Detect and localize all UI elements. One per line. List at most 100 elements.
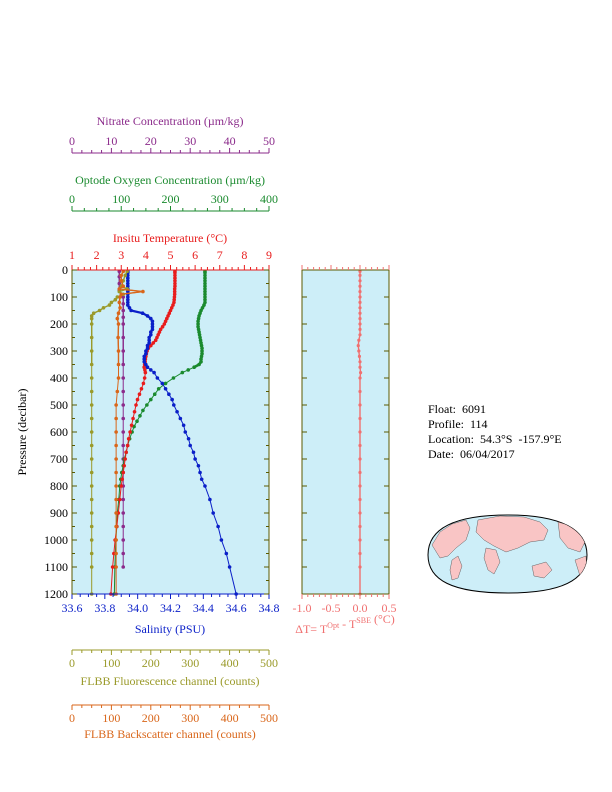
temperature-point: [160, 324, 165, 329]
oxygen-tick-label: 400: [260, 192, 278, 206]
salinity-point: [126, 295, 130, 299]
oxygen-point: [199, 343, 204, 348]
backscatter-point: [114, 403, 118, 407]
salinity-point: [144, 351, 148, 356]
oxygen-tick-label: 0: [69, 192, 75, 206]
salinity-point: [126, 273, 130, 278]
main-panel-background: [72, 270, 269, 594]
backscatter-point: [114, 443, 118, 448]
temperature-point: [173, 270, 177, 275]
salinity-point: [126, 289, 130, 294]
delta-t-point: [358, 376, 362, 380]
fluorescence-tick-label: 300: [181, 656, 199, 670]
salinity-point: [216, 524, 220, 529]
oxygen-point: [196, 316, 201, 321]
backscatter-point: [114, 511, 118, 515]
temperature-point: [171, 303, 175, 307]
float-id: Float: 6091: [428, 402, 487, 416]
salinity-axis-title: Salinity (PSU): [135, 622, 205, 636]
backscatter-point: [114, 470, 118, 475]
salinity-tick-label: 34.6: [226, 601, 247, 615]
salinity-point: [199, 477, 204, 482]
temperature-point: [155, 335, 159, 340]
nitrate-point: [121, 349, 126, 353]
oxygen-point: [199, 341, 203, 345]
nitrate-point: [121, 497, 126, 502]
nitrate-point: [121, 565, 126, 569]
temperature-point: [128, 430, 132, 434]
backscatter-point: [116, 376, 121, 380]
temperature-point: [142, 376, 147, 380]
oxygen-point: [199, 357, 203, 361]
oxygen-point: [141, 408, 145, 413]
nitrate-point: [121, 443, 126, 448]
backscatter-point: [119, 292, 124, 297]
nitrate-tick-label: 20: [145, 134, 157, 148]
salinity-point: [170, 397, 174, 402]
temperature-point: [121, 470, 126, 475]
delta-t-point: [358, 416, 362, 421]
salinity-point: [193, 457, 197, 461]
salinity-point: [149, 316, 153, 321]
fluorescence-point: [89, 349, 94, 353]
temperature-point: [124, 450, 128, 455]
oxygen-point: [197, 330, 201, 334]
fluorescence-point: [89, 538, 94, 542]
delta-t-point: [358, 273, 362, 277]
delta-tick-label: -0.5: [322, 601, 341, 615]
oxygen-point: [152, 392, 157, 397]
delta-t-point: [358, 269, 362, 273]
backscatter-point: [114, 565, 118, 569]
backscatter-point: [114, 538, 118, 542]
fluorescence-point: [109, 300, 114, 305]
salinity-point: [140, 311, 145, 316]
fluorescence-point: [89, 322, 94, 326]
oxygen-point: [203, 300, 207, 305]
nitrate-point: [121, 403, 126, 407]
oxygen-point: [199, 308, 203, 313]
oxygen-point: [203, 276, 207, 280]
salinity-point: [227, 565, 232, 569]
temperature-point: [151, 341, 156, 345]
salinity-point: [149, 330, 153, 334]
temperature-point: [157, 330, 162, 334]
salinity-point: [126, 284, 130, 289]
float-location: Location: 54.3°S -157.9°E: [428, 432, 562, 446]
oxygen-point: [171, 376, 176, 380]
fluorescence-tick-label: 100: [102, 656, 120, 670]
fluorescence-axis-title: FLBB Fluorescence channel (counts): [81, 674, 260, 688]
oxygen-tick-label: 100: [112, 192, 130, 206]
backscatter-point: [118, 295, 122, 299]
temperature-point: [139, 387, 144, 391]
oxygen-point: [203, 287, 207, 291]
oxygen-point: [203, 273, 207, 278]
nitrate-axis-title: Nitrate Concentration (µm/kg): [97, 114, 244, 128]
oxygen-point: [138, 414, 142, 418]
fluorescence-point: [89, 416, 94, 421]
backscatter-point: [114, 430, 118, 434]
salinity-point: [147, 338, 151, 343]
delta-t-point: [358, 371, 363, 375]
temperature-point: [173, 279, 177, 283]
temperature-point: [119, 484, 124, 488]
fluorescence-point: [89, 484, 94, 488]
nitrate-point: [121, 301, 126, 306]
oxygen-point: [186, 368, 191, 372]
fluorescence-point: [89, 511, 94, 515]
oxygen-point: [200, 351, 204, 356]
nitrate-point: [121, 315, 126, 320]
oxygen-point: [197, 362, 201, 367]
pressure-tick-label: 800: [50, 479, 68, 493]
oxygen-point: [145, 403, 149, 407]
fluorescence-point: [113, 297, 118, 302]
temperature-point: [172, 292, 177, 297]
backscatter-point: [119, 273, 124, 278]
salinity-point: [198, 470, 202, 475]
backscatter-point: [118, 306, 122, 310]
salinity-point: [147, 335, 151, 340]
fluorescence-point: [89, 443, 94, 448]
fluorescence-tick-label: 0: [69, 656, 75, 670]
fluorescence-point: [89, 376, 94, 380]
salinity-point: [147, 341, 151, 345]
